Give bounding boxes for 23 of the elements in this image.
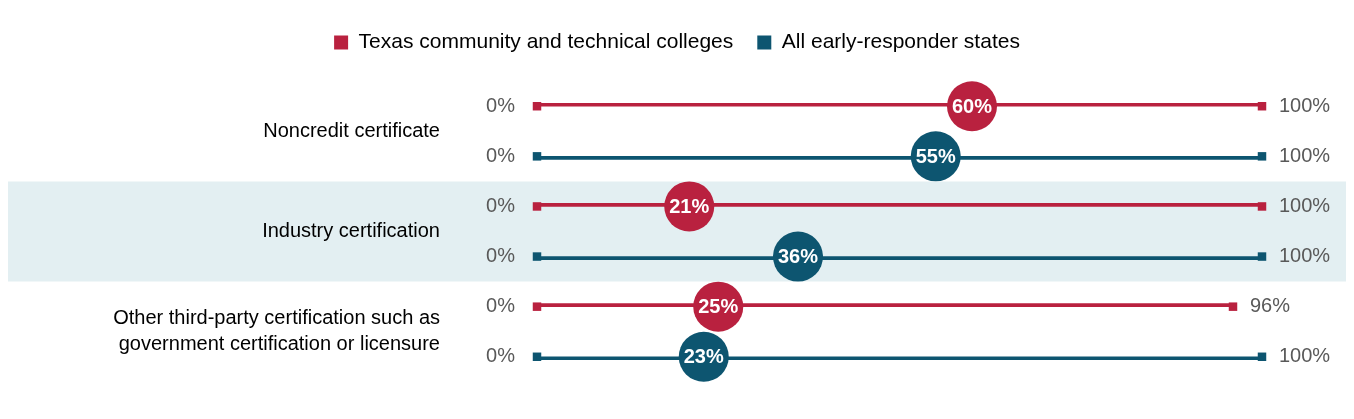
legend-label: All early-responder states <box>781 29 1020 53</box>
data-label: 55% <box>915 144 956 167</box>
data-label: 25% <box>698 295 739 318</box>
data-label: 0% <box>486 193 516 216</box>
legend-label: Texas community and technical colleges <box>358 29 734 53</box>
data-label: 36% <box>777 245 819 268</box>
data-label: 96% <box>1250 294 1291 317</box>
data-label: 0% <box>486 294 516 317</box>
data-label: 100% <box>1279 344 1331 367</box>
data-label: 0% <box>486 143 516 166</box>
data-label: 0% <box>486 344 516 367</box>
data-label: 0% <box>486 244 516 267</box>
data-label: 100% <box>1279 193 1331 216</box>
y-tick-label: Industry certification <box>262 219 440 242</box>
data-label: 21% <box>669 194 710 217</box>
data-label: 23% <box>683 345 724 368</box>
data-label: 60% <box>951 94 993 117</box>
data-label: 0% <box>486 93 516 116</box>
data-label: 100% <box>1279 143 1331 166</box>
data-label: 100% <box>1279 93 1331 116</box>
data-label: 100% <box>1279 244 1331 267</box>
y-tick-label: Other third-party certification such as government certification or licensure <box>113 306 440 355</box>
y-tick-label: Noncredit certificate <box>263 118 440 141</box>
